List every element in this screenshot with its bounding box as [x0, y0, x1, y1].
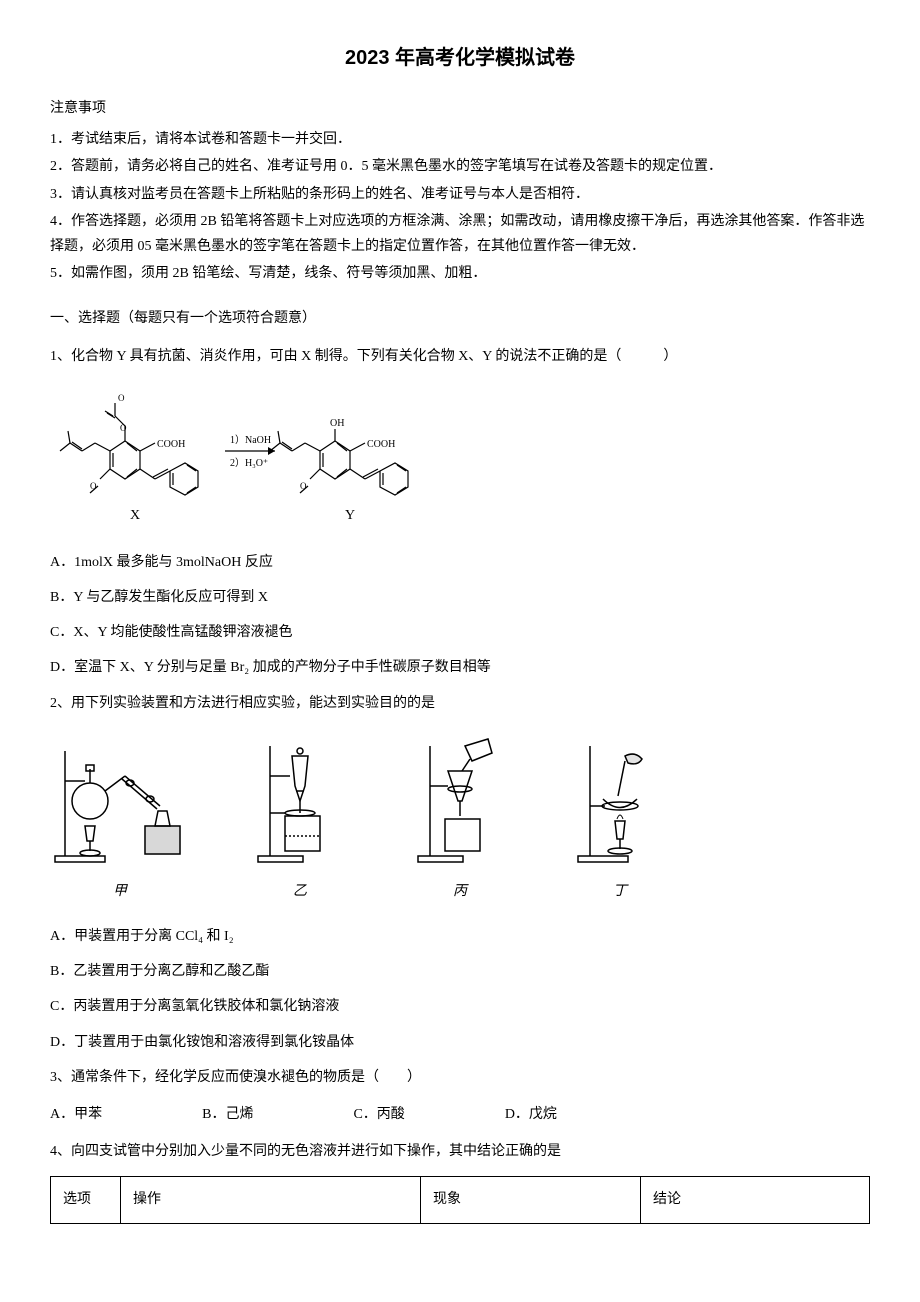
svg-text:COOH: COOH [367, 439, 395, 450]
section-heading: 一、选择题（每题只有一个选项符合题意） [50, 306, 870, 331]
apparatus-yi [250, 731, 350, 871]
table-header: 结论 [641, 1177, 870, 1223]
table-header: 现象 [421, 1177, 641, 1223]
q1-option-d: D．室温下 X、Y 分别与足量 Br₂ 加成的产物分子中手性碳原子数目相等 [50, 655, 870, 680]
svg-text:COOH: COOH [157, 439, 185, 450]
reagent-1: 1）NaOH [230, 434, 271, 446]
notice-item: 5．如需作图，须用 2B 铅笔绘、写清楚，线条、符号等须加黑、加粗． [50, 261, 870, 286]
q3-option-c: C．丙酸 [353, 1102, 404, 1127]
compound-x-label: X [130, 508, 140, 523]
apparatus-row: 甲 乙 [50, 731, 870, 904]
notice-item: 4．作答选择题，必须用 2B 铅笔将答题卡上对应选项的方框涂满、涂黑；如需改动，… [50, 209, 870, 259]
question-2-text: 2、用下列实验装置和方法进行相应实验，能达到实验目的的是 [50, 691, 870, 716]
notice-item: 2．答题前，请务必将自己的姓名、准考证号用 0．5 毫米黑色墨水的签字笔填写在试… [50, 154, 870, 179]
apparatus-bing [410, 731, 510, 871]
notice-heading: 注意事项 [50, 96, 870, 121]
svg-text:O: O [118, 393, 125, 403]
q2-option-c: C．丙装置用于分离氢氧化铁胶体和氯化钠溶液 [50, 994, 870, 1019]
q2-option-b: B．乙装置用于分离乙醇和乙酸乙酯 [50, 959, 870, 984]
question-3-text: 3、通常条件下，经化学反应而使溴水褪色的物质是（ ） [50, 1065, 870, 1090]
chemical-structure-diagram: O O COOH O X [50, 381, 870, 535]
compound-y-label: Y [345, 508, 355, 523]
table-header: 选项 [51, 1177, 121, 1223]
q3-options: A．甲苯 B．己烯 C．丙酸 D．戊烷 [50, 1102, 870, 1127]
apparatus-label-yi: 乙 [293, 879, 307, 904]
apparatus-label-ding: 丁 [613, 879, 627, 904]
apparatus-label-jia: 甲 [113, 879, 127, 904]
notice-item: 3．请认真核对监考员在答题卡上所粘贴的条形码上的姓名、准考证号与本人是否相符． [50, 182, 870, 207]
q1-option-a: A．1molX 最多能与 3molNaOH 反应 [50, 550, 870, 575]
q3-option-d: D．戊烷 [505, 1102, 557, 1127]
q2-option-a: A．甲装置用于分离 CCl₄ 和 I₂ [50, 924, 870, 949]
apparatus-ding [570, 731, 670, 871]
page-title: 2023 年高考化学模拟试卷 [50, 40, 870, 76]
svg-text:OH: OH [330, 418, 344, 429]
apparatus-label-bing: 丙 [453, 879, 467, 904]
svg-text:O: O [120, 423, 127, 433]
table-header: 操作 [121, 1177, 421, 1223]
q3-option-b: B．己烯 [202, 1102, 253, 1127]
notice-item: 1．考试结束后，请将本试卷和答题卡一并交回． [50, 127, 870, 152]
question-4-text: 4、向四支试管中分别加入少量不同的无色溶液并进行如下操作，其中结论正确的是 [50, 1139, 870, 1164]
q1-option-b: B．Y 与乙醇发生酯化反应可得到 X [50, 585, 870, 610]
question-1-text: 1、化合物 Y 具有抗菌、消炎作用，可由 X 制得。下列有关化合物 X、Y 的说… [50, 344, 870, 369]
q4-table: 选项 操作 现象 结论 [50, 1176, 870, 1223]
apparatus-jia [50, 731, 190, 871]
q1-option-c: C．X、Y 均能使酸性高锰酸钾溶液褪色 [50, 620, 870, 645]
q3-option-a: A．甲苯 [50, 1102, 102, 1127]
q2-option-d: D．丁装置用于由氯化铵饱和溶液得到氯化铵晶体 [50, 1030, 870, 1055]
reagent-2: 2）H₃O⁺ [230, 457, 268, 469]
